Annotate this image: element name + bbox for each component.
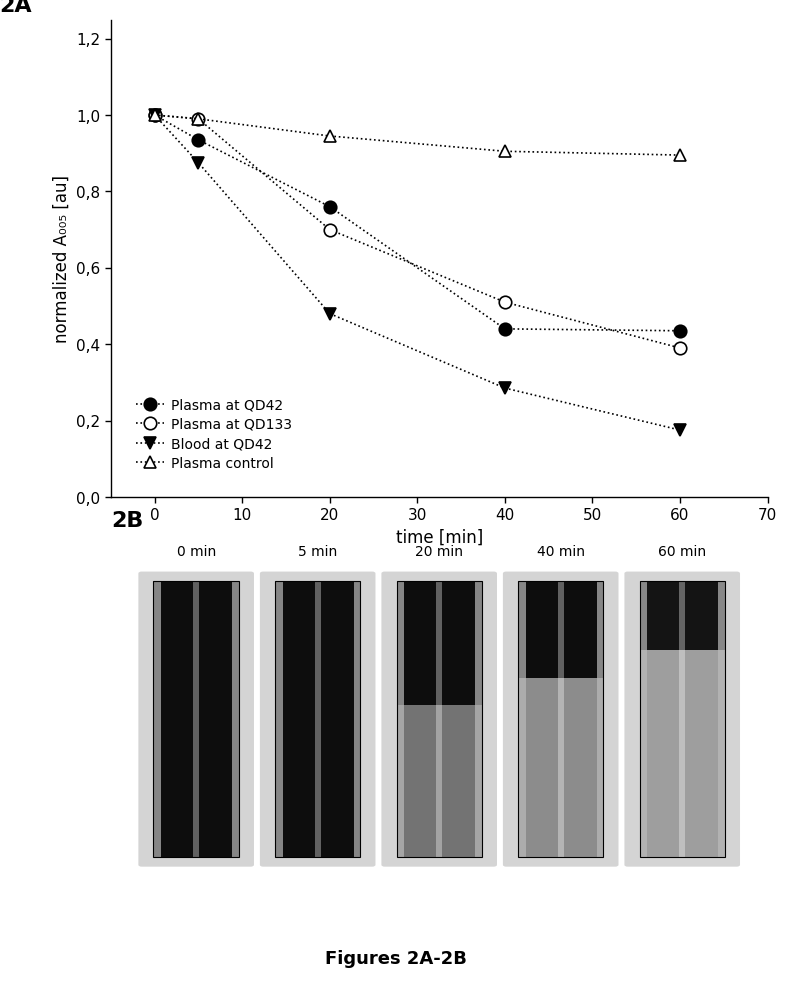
Bar (639, 581, 647, 858)
Text: 40 min: 40 min (536, 545, 585, 559)
Bar (518, 581, 603, 677)
Bar (153, 581, 239, 858)
Bar (153, 581, 161, 858)
X-axis label: time [min]: time [min] (396, 528, 483, 546)
FancyBboxPatch shape (503, 572, 619, 867)
Bar (639, 581, 725, 858)
Text: 60 min: 60 min (658, 545, 706, 559)
Bar (396, 581, 482, 706)
Bar (518, 581, 525, 858)
Bar (396, 581, 482, 858)
Bar (153, 581, 239, 858)
Bar (193, 581, 199, 858)
FancyBboxPatch shape (138, 572, 254, 867)
Bar (315, 581, 320, 858)
Text: 2A: 2A (0, 0, 32, 16)
Bar (717, 581, 725, 858)
Bar (475, 581, 483, 858)
Bar (275, 581, 360, 858)
Y-axis label: normalized A₀₀₅ [au]: normalized A₀₀₅ [au] (52, 174, 70, 343)
FancyBboxPatch shape (381, 572, 497, 867)
Bar (396, 581, 404, 858)
Text: 20 min: 20 min (415, 545, 463, 559)
FancyBboxPatch shape (259, 572, 375, 867)
Bar (275, 581, 282, 858)
Bar (596, 581, 604, 858)
Text: 5 min: 5 min (298, 545, 337, 559)
Text: 0 min: 0 min (176, 545, 216, 559)
Bar (518, 581, 603, 858)
Text: Figures 2A-2B: Figures 2A-2B (324, 950, 467, 968)
Bar (518, 581, 603, 858)
Bar (396, 581, 482, 858)
Legend: Plasma at QD42, Plasma at QD133, Blood at QD42, Plasma control: Plasma at QD42, Plasma at QD133, Blood a… (131, 392, 297, 476)
Bar (436, 581, 442, 858)
Bar (558, 581, 563, 858)
Bar (354, 581, 361, 858)
Bar (232, 581, 240, 858)
Bar (153, 581, 239, 858)
Bar (275, 581, 360, 858)
Bar (639, 581, 725, 650)
Bar (679, 581, 685, 858)
Bar (275, 581, 360, 858)
FancyBboxPatch shape (624, 572, 740, 867)
Text: 2B: 2B (111, 511, 143, 531)
Bar (639, 581, 725, 858)
